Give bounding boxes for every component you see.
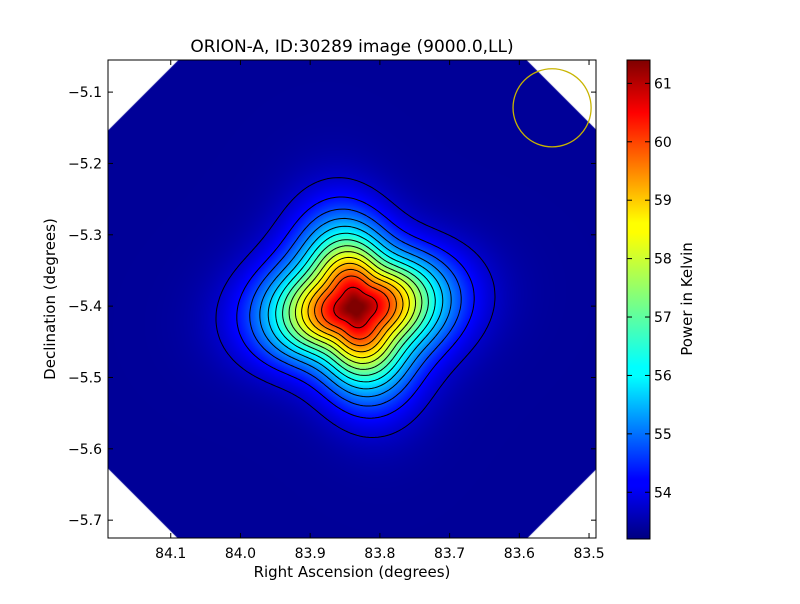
contour-line bbox=[215, 177, 496, 438]
y-tick-label: −5.2 bbox=[68, 156, 102, 172]
x-axis: 84.1 84.0 83.9 83.8 83.7 83.6 83.5 bbox=[155, 60, 605, 562]
contour-line bbox=[288, 245, 423, 370]
plot-area bbox=[108, 60, 596, 538]
colorbar-tick-label: 56 bbox=[654, 368, 672, 384]
heatmap-image bbox=[108, 60, 596, 538]
colorbar-tick-label: 60 bbox=[654, 135, 672, 151]
y-axis-label: Declination (degrees) bbox=[41, 218, 59, 380]
x-tick-label: 83.7 bbox=[434, 546, 465, 562]
x-tick-label: 83.5 bbox=[573, 546, 604, 562]
contour-line bbox=[282, 239, 429, 376]
colorbar-tick-label: 54 bbox=[654, 485, 672, 501]
contour-lines bbox=[215, 177, 496, 438]
contour-line bbox=[314, 268, 397, 347]
y-tick-label: −5.3 bbox=[68, 228, 102, 244]
contour-line bbox=[294, 251, 417, 364]
contour-line bbox=[259, 217, 452, 398]
beam-circle bbox=[512, 68, 592, 148]
contour-line bbox=[267, 225, 444, 390]
contour-line bbox=[236, 196, 475, 419]
colorbar-tick-label: 58 bbox=[654, 252, 672, 268]
x-tick-label: 83.6 bbox=[504, 546, 535, 562]
contour-line bbox=[301, 256, 410, 359]
y-tick-label: −5.4 bbox=[68, 299, 102, 315]
contour-line bbox=[333, 286, 378, 329]
contour-line bbox=[275, 232, 436, 383]
y-tick-label: −5.7 bbox=[68, 513, 102, 529]
colorbar-label: Power in Kelvin bbox=[678, 242, 696, 356]
colorbar-tick-label: 57 bbox=[654, 310, 672, 326]
x-tick-label: 84.0 bbox=[225, 546, 256, 562]
x-axis-label: Right Ascension (degrees) bbox=[254, 563, 451, 581]
y-axis: −5.1 −5.2 −5.3 −5.4 −5.5 −5.6 −5.7 bbox=[68, 85, 596, 529]
colorbar-tick-label: 55 bbox=[654, 427, 672, 443]
colorbar-tick-label: 59 bbox=[654, 193, 672, 209]
colorbar-tick-label: 61 bbox=[654, 76, 672, 92]
chart-title: ORION-A, ID:30289 image (9000.0,LL) bbox=[190, 37, 513, 57]
colorbar-ticks: 54 55 56 57 58 59 60 61 bbox=[627, 76, 672, 501]
y-tick-label: −5.5 bbox=[68, 370, 102, 386]
colorbar: 54 55 56 57 58 59 60 61 Power in Kelvin bbox=[626, 59, 696, 540]
contour-line bbox=[249, 208, 462, 407]
x-tick-label: 84.1 bbox=[155, 546, 186, 562]
colorbar-gradient bbox=[626, 59, 651, 540]
x-tick-label: 83.9 bbox=[295, 546, 326, 562]
y-tick-label: −5.1 bbox=[68, 85, 102, 101]
y-tick-label: −5.6 bbox=[68, 442, 102, 458]
x-tick-label: 83.8 bbox=[364, 546, 395, 562]
contour-line bbox=[307, 262, 404, 353]
contour-line bbox=[321, 275, 390, 340]
plot-frame bbox=[107, 59, 597, 539]
